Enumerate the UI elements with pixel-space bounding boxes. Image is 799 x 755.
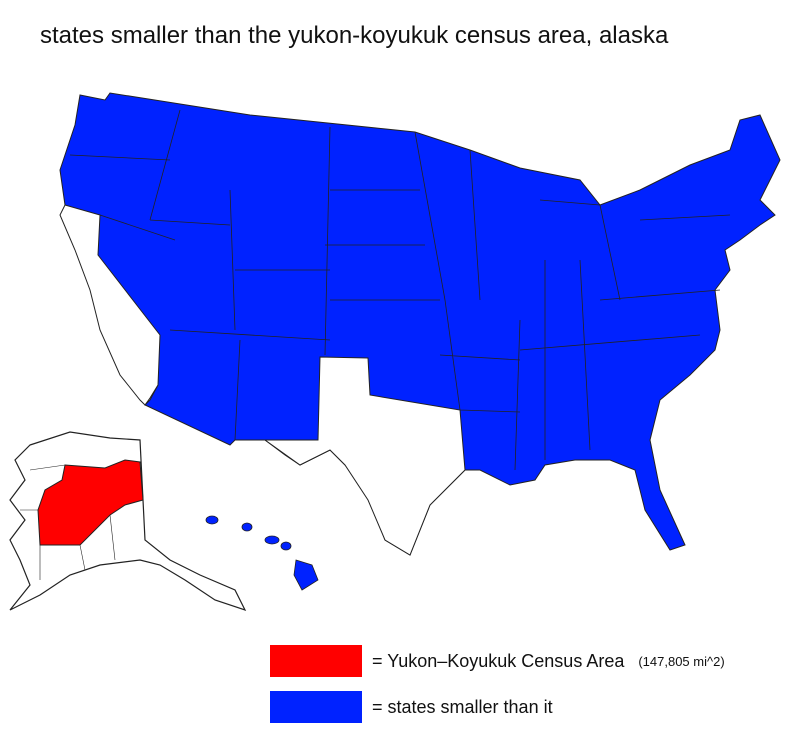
yukon-koyukuk-census-area	[37, 459, 144, 546]
alaska-borough-lines	[20, 464, 116, 580]
texas	[263, 356, 466, 556]
state-borders	[69, 109, 731, 471]
legend-swatch-red	[270, 645, 362, 677]
contiguous-us-blue	[59, 92, 781, 556]
us-map	[9, 92, 781, 612]
hawaii	[205, 515, 319, 591]
legend-item-yukon: = Yukon–Koyukuk Census Area (147,805 mi^…	[270, 645, 725, 677]
legend-swatch-blue	[270, 691, 362, 723]
map-title: states smaller than the yukon-koyukuk ce…	[40, 22, 669, 49]
legend-note: (147,805 mi^2)	[638, 653, 725, 669]
california	[59, 204, 161, 406]
legend-label: = Yukon–Koyukuk Census Area	[372, 650, 625, 671]
legend-item-states: = states smaller than it	[270, 691, 553, 723]
legend-label: = states smaller than it	[372, 696, 553, 717]
